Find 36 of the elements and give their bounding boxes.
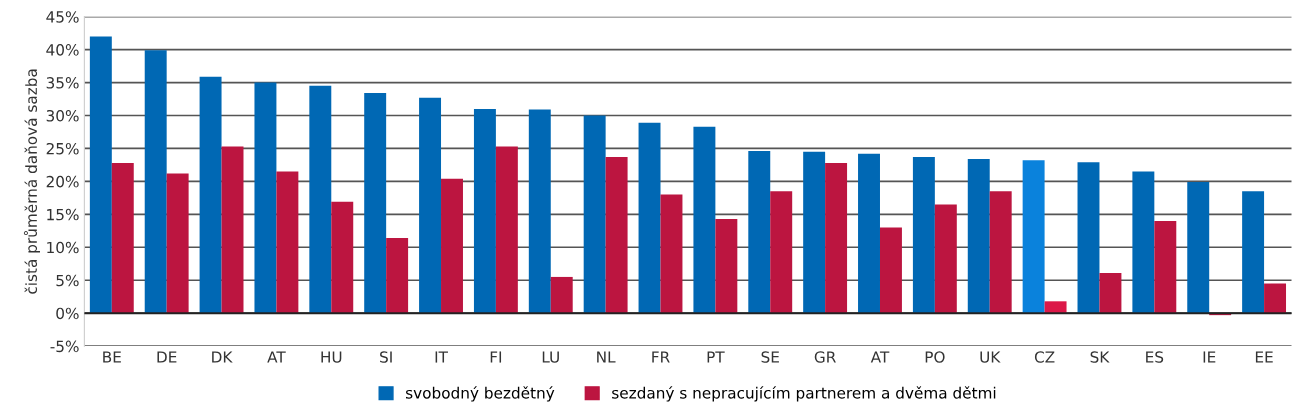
y-tick-label: 15%	[47, 208, 79, 221]
x-tick-label: UK	[980, 351, 1001, 363]
y-tick-label: 25%	[46, 142, 79, 155]
x-tick-label: PO	[925, 351, 945, 363]
x-tick-label: NL	[597, 351, 616, 363]
y-tick-label: 45%	[46, 11, 79, 23]
x-tick-label: SI	[380, 351, 392, 363]
x-tick-label: GR	[814, 351, 836, 363]
x-tick-label: CZ	[1034, 351, 1055, 363]
x-tick-label: DE	[157, 351, 177, 363]
x-tick-label: EE	[1255, 351, 1273, 363]
y-tick-label: 40%	[46, 44, 79, 56]
y-tick-label: 5%	[56, 274, 79, 287]
y-tick-label: 35%	[46, 77, 79, 89]
y-tick-label: 30%	[46, 109, 79, 122]
x-tick-label: FI	[490, 351, 502, 363]
x-tick-label: IT	[435, 351, 448, 363]
x-tick-label: SK	[1090, 351, 1110, 363]
y-tick-label: 20%	[46, 175, 79, 188]
legend-label: sezdaný s nepracujícím partnerem a dvěma dětmi	[612, 386, 996, 402]
legend-label: svobodný bezdětný	[406, 386, 555, 402]
x-tick-label: HU	[321, 351, 342, 363]
x-tick-label: BE	[103, 351, 121, 363]
x-tick-label: PT	[707, 351, 725, 363]
x-tick-label: ES	[1146, 351, 1164, 363]
y-tick-label: 0%	[56, 307, 79, 320]
x-tick-label: DK	[212, 351, 233, 363]
x-tick-label: AT	[870, 351, 890, 363]
x-tick-label: LU	[542, 351, 559, 363]
y-axis-title: čistá průměrná daňová sazba	[23, 69, 40, 294]
x-tick-label: IE	[1203, 351, 1216, 363]
x-tick-label: AT	[267, 351, 286, 363]
x-tick-label: FR	[652, 351, 670, 363]
x-tick-label: SE	[761, 351, 779, 363]
y-tick-label: -5%	[50, 340, 79, 353]
y-tick-label: 10%	[47, 241, 79, 254]
